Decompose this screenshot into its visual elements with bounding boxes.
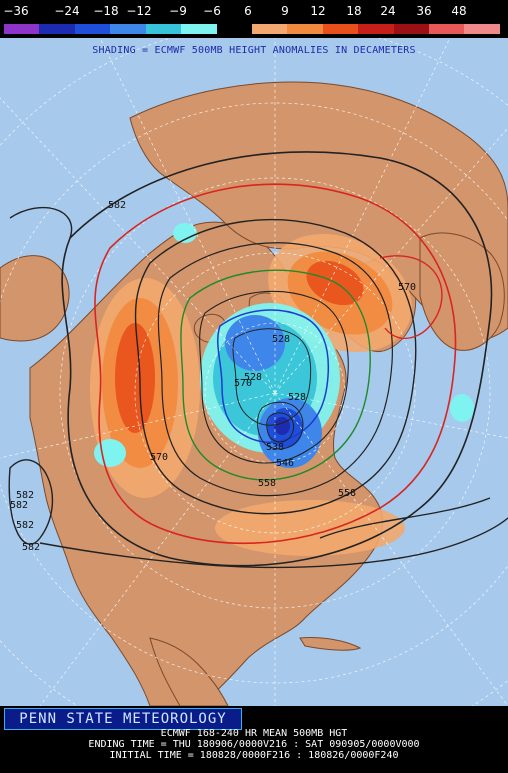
contour-582-outer (61, 151, 493, 567)
graticule (0, 38, 508, 706)
colorbar-label: −18 (93, 4, 119, 18)
colorbar-label: −12 (126, 4, 152, 18)
contour-528 (217, 309, 330, 443)
contour-label: 570 (234, 378, 252, 389)
polar-stereographic-map: 582 582 582 582 570 570 570 558 546 528 … (0, 38, 508, 706)
contour-label: 546 (276, 458, 294, 469)
colorbar-swatch (393, 24, 430, 34)
contour-label: 528 (288, 392, 306, 403)
colorbar-label: −9 (169, 4, 187, 18)
colorbar-label: −6 (203, 4, 221, 18)
colorbar-label: 36 (416, 4, 432, 18)
colorbar-swatch (181, 24, 217, 34)
shading-caption: SHADING = ECMWF 500MB HEIGHT ANOMALIES I… (92, 45, 416, 56)
colorbar-swatches (4, 24, 500, 34)
central-america (149, 637, 229, 706)
colorbar-label: 24 (380, 4, 396, 18)
colorbar-label: 12 (310, 4, 326, 18)
contour-label: 570 (150, 452, 168, 463)
contour-label: 528 (244, 372, 262, 383)
contour-label: 582 (10, 500, 28, 511)
europe (419, 232, 505, 351)
colorbar-swatch (39, 24, 75, 34)
product-title: ECMWF 168-240 HR MEAN 500MB HGT (160, 728, 348, 739)
colorbar-swatch (251, 24, 288, 34)
contour-570 (94, 183, 457, 545)
anomaly-colorbar: −36 −24 −18 −12 −9 −6 6 9 12 18 24 36 48 (0, 0, 508, 38)
contour-label: 582 (22, 542, 40, 553)
branding-banner: PENN STATE METEOROLOGY (4, 708, 242, 730)
contour-label: 558 (338, 488, 356, 499)
colorbar-label: 48 (451, 4, 467, 18)
contour-label: 538 (266, 442, 284, 453)
colorbar-swatch (358, 24, 394, 34)
colorbar-swatch (110, 24, 146, 34)
colorbar-swatch (322, 24, 359, 34)
contour-label: 582 (108, 200, 126, 211)
colorbar-swatch (145, 24, 182, 34)
colorbar-swatch (464, 24, 500, 34)
contour-label: 558 (258, 478, 276, 489)
footer: PENN STATE METEOROLOGY ECMWF 168-240 HR … (0, 706, 508, 773)
alaska (0, 255, 70, 342)
colorbar-swatch (74, 24, 111, 34)
height-contours (8, 151, 508, 569)
contour-label: 570 (398, 282, 416, 293)
contour-labels: 582 582 582 582 570 570 570 558 546 528 … (10, 200, 416, 553)
contour-label: 528 (272, 334, 290, 345)
colorbar-label: 6 (244, 4, 252, 18)
colorbar-swatch (216, 24, 252, 34)
colorbar-swatch (429, 24, 465, 34)
colorbar-label: −24 (54, 4, 80, 18)
colorbar-swatch (4, 24, 40, 34)
initial-time: INITIAL TIME = 180828/0000F216 : 180826/… (109, 750, 399, 761)
ending-time: ENDING TIME = THU 180906/0000V216 : SAT … (88, 739, 420, 750)
contour-546 (180, 269, 371, 481)
colorbar-label: 18 (346, 4, 362, 18)
contour-558 (134, 218, 417, 515)
contour-label: 582 (16, 490, 34, 501)
colorbar-label: −36 (3, 4, 29, 18)
colorbar-labels: −36 −24 −18 −12 −9 −6 6 9 12 18 24 36 48 (0, 4, 508, 20)
colorbar-label: 9 (281, 4, 289, 18)
contour-label: 582 (16, 520, 34, 531)
colorbar-swatch (287, 24, 323, 34)
map-panel: 582 582 582 582 570 570 570 558 546 528 … (0, 38, 508, 706)
